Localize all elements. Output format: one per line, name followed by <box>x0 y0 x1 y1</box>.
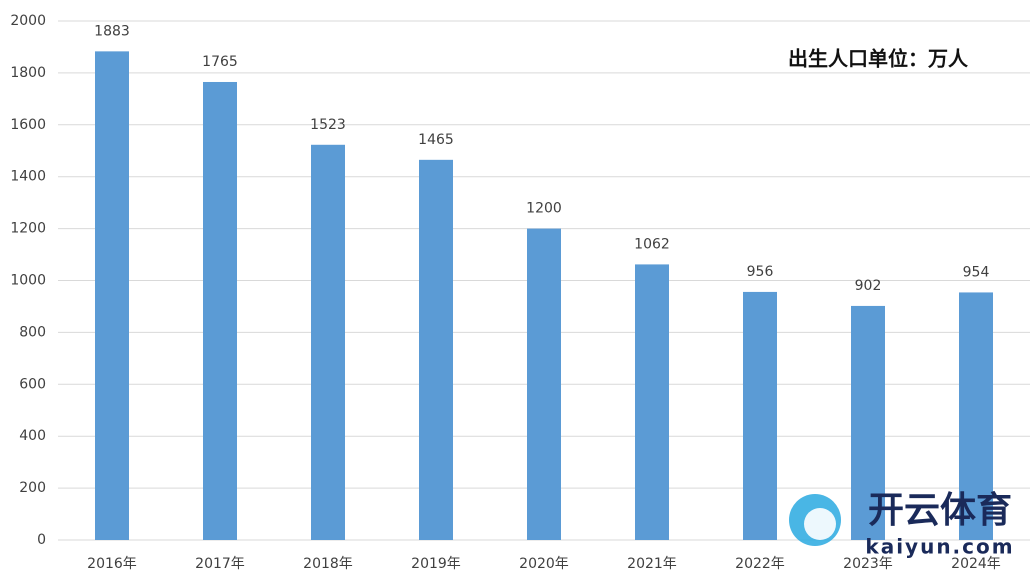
bar <box>95 51 129 540</box>
watermark-ball <box>804 508 836 540</box>
y-tick-label: 0 <box>37 532 46 548</box>
watermark-brand: 开云体育 <box>868 490 1012 531</box>
bar <box>743 291 777 540</box>
y-tick-label: 800 <box>19 324 46 340</box>
x-tick-label: 2023年 <box>843 556 893 572</box>
value-label: 1523 <box>310 117 346 133</box>
x-tick-label: 2018年 <box>303 556 353 572</box>
y-tick-label: 200 <box>19 480 46 496</box>
value-label: 1765 <box>202 54 238 70</box>
y-tick-label: 400 <box>19 428 46 444</box>
y-tick-label: 2000 <box>10 13 46 29</box>
y-tick-label: 1800 <box>10 65 46 81</box>
watermark: 开云体育 kaiyun.com <box>789 490 1014 559</box>
value-label: 1200 <box>526 201 562 217</box>
x-tick-label: 2016年 <box>87 556 137 572</box>
bar <box>635 264 669 540</box>
bar <box>311 144 345 540</box>
y-tick-label: 600 <box>19 376 46 392</box>
bar <box>851 305 885 540</box>
value-label: 954 <box>963 264 990 280</box>
x-tick-label: 2017年 <box>195 556 245 572</box>
annotation: 出生人口单位：万人 <box>788 47 969 71</box>
x-tick-label: 2024年 <box>951 556 1001 572</box>
bar <box>419 159 453 540</box>
x-tick-label: 2020年 <box>519 556 569 572</box>
x-tick-label: 2022年 <box>735 556 785 572</box>
x-tick-label: 2019年 <box>411 556 461 572</box>
value-label: 956 <box>747 264 774 280</box>
y-tick-label: 1400 <box>10 169 46 185</box>
value-label: 902 <box>855 278 882 294</box>
x-tick-label: 2021年 <box>627 556 677 572</box>
y-tick-label: 1000 <box>10 273 46 289</box>
y-tick-label: 1600 <box>10 117 46 133</box>
value-label: 1883 <box>94 23 130 39</box>
bar <box>959 292 993 540</box>
value-label: 1062 <box>634 236 670 252</box>
watermark-site: kaiyun.com <box>865 535 1014 559</box>
bar <box>527 228 561 540</box>
value-label: 1465 <box>418 132 454 148</box>
y-tick-label: 1200 <box>10 221 46 237</box>
bar <box>203 81 237 541</box>
